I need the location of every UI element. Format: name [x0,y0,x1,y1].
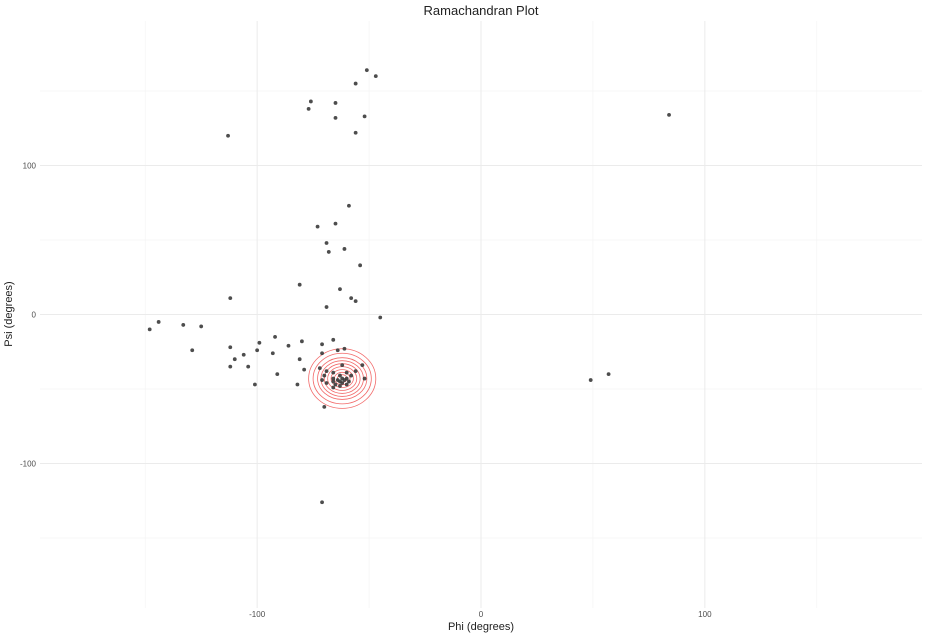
data-point [340,381,345,385]
data-point [317,366,322,371]
data-point [326,250,331,254]
data-point [335,348,340,353]
data-point [347,203,351,208]
data-point [190,348,195,353]
data-point [295,382,300,387]
data-point [588,378,593,382]
data-point [344,382,349,387]
data-point [324,369,329,374]
x-tick-label: 100 [698,610,712,619]
density-contour [330,369,354,388]
tick-labels: -100 0 100 -100 0 100 [20,162,712,619]
data-point [342,247,347,251]
data-points [147,68,671,505]
data-point [347,379,351,384]
data-point [320,351,324,356]
data-point [302,367,307,372]
data-point [297,357,302,362]
data-point [275,372,280,376]
data-point [331,379,336,384]
data-point [253,382,257,387]
data-point [273,334,277,339]
chart-title: Ramachandran Plot [424,3,539,18]
data-point [322,373,327,378]
data-point [342,346,347,351]
data-point [360,363,365,368]
y-tick-label: 0 [32,311,37,320]
data-point [306,107,311,111]
data-point [373,74,378,79]
data-point [333,382,338,387]
data-point [333,221,338,226]
data-point [246,364,251,369]
data-point [353,81,358,86]
density-contour [312,352,372,405]
data-point [300,339,304,344]
x-tick-label: -100 [249,610,266,619]
data-point [315,224,320,229]
data-point [324,381,329,385]
data-point [378,315,383,320]
density-contour [308,348,377,409]
data-point [353,299,358,303]
data-point [228,345,233,350]
data-point [241,352,246,357]
data-point [353,369,358,374]
data-point [349,373,354,378]
data-point [331,337,336,342]
data-point [308,99,313,104]
y-tick-label: -100 [20,459,37,468]
data-point [181,323,186,327]
grid [40,21,922,608]
data-point [667,112,671,117]
data-point [286,343,291,348]
data-point [331,376,336,381]
data-point [320,500,324,505]
data-point [340,363,345,368]
data-point [270,351,275,356]
data-point [226,133,230,138]
data-point [320,342,324,347]
data-point [156,320,161,324]
data-point [199,324,204,329]
density-contour [317,357,368,400]
data-point [228,364,233,369]
y-tick-label: 100 [23,162,37,171]
data-point [228,296,233,301]
data-point [232,357,237,362]
data-point [362,376,367,381]
x-axis-label: Phi (degrees) [448,621,514,633]
data-point [322,404,327,409]
data-point [333,115,338,120]
data-point [297,282,302,287]
data-point [333,101,338,105]
x-tick-label: 0 [479,610,484,619]
data-point [342,378,347,382]
data-point [338,373,342,378]
data-point [353,130,358,135]
data-point [338,287,342,292]
data-point [147,327,152,332]
data-point [257,340,262,345]
data-point [255,348,260,353]
data-point [338,384,342,388]
data-point [324,241,329,245]
y-axis-label: Psi (degrees) [3,281,15,346]
data-point [349,296,354,301]
data-point [324,305,329,309]
data-point [331,385,336,390]
data-point [358,263,363,268]
data-point [320,378,324,382]
data-point [344,370,349,375]
data-point [362,114,367,119]
data-point [364,68,369,73]
data-point [606,372,611,376]
data-point [331,370,336,375]
